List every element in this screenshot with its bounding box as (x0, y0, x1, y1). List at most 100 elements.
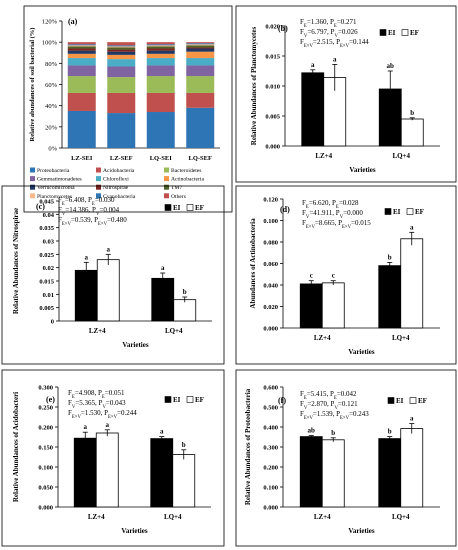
panel-e-label: (e) (46, 395, 55, 404)
panel-d-ylabel: Abundances of Actinobacteria (249, 218, 257, 309)
panel-a-stack-segment (67, 44, 96, 46)
panel-a-legend-swatch (30, 184, 35, 190)
panel-a-ytick-label: 0% (48, 146, 57, 153)
panel-a-ytick-label: 120% (42, 19, 58, 26)
panel-c-sig-label: a (107, 245, 111, 253)
panel-a-stack-segment (186, 58, 215, 66)
panel-a-stack-segment (146, 46, 175, 49)
panel-d-bar (321, 282, 345, 329)
panel-a-legend-label: Actinobacteria (171, 177, 204, 183)
panel-c-label: (c) (36, 202, 45, 211)
panel-b-legend-ef-swatch (401, 29, 409, 36)
panel-e-legend-ei-label: EI (173, 396, 181, 404)
panel-b-bar (301, 72, 325, 147)
panel-a-stack-segment (146, 76, 175, 93)
panel-d-ytick-label: 0.040 (263, 283, 278, 290)
panel-d-stat-line: FV=41.911, PV=0.000 (302, 209, 363, 220)
panel-e-bar (150, 438, 174, 508)
panel-a-stack-segment (186, 107, 215, 148)
panel-a-legend-swatch (164, 184, 169, 190)
panel-a-stack-segment (146, 44, 175, 46)
panel-a-stack-segment (186, 65, 215, 77)
panel-f-stat-line: FE=5.415, PE=0.042 (300, 390, 357, 401)
panel-a-xtick-label: LQ-SEF (189, 155, 213, 162)
panel-d-sig-label: a (410, 223, 414, 231)
panel-c-ytick-label: 0.045 (39, 199, 54, 206)
panel-d-legend-ef-swatch (406, 208, 414, 215)
panel-a-ytick-label: 40% (45, 103, 58, 110)
panel-c-ytick-label: 0.03 (43, 239, 55, 246)
panel-a-stack-segment (186, 42, 215, 44)
panel-e: 0.000 0.050 0.100 0.150 0.200 0.250 0.300 Relat… (1, 369, 225, 547)
panel-a-legend-label: Proteobacteria (37, 168, 70, 174)
panel-b-ytick-label: 0.015 (265, 54, 280, 61)
panel-b-ylabel: Relative Abundances of Planctomycetes (250, 27, 258, 146)
panel-c-ytick-label: 0.015 (39, 279, 54, 286)
panel-e-sig-label: a (84, 423, 88, 431)
panel-d: 0.000 0.020 0.040 0.060 0.080 0.100 0.120 Abund… (235, 185, 457, 365)
panel-e-frame (1, 369, 225, 547)
panel-c-ytick-label: 0.01 (43, 292, 54, 299)
panel-a-stack-segment (186, 92, 215, 108)
panel-a-legend-label: Cyanobacteria (103, 194, 136, 200)
panel-d-bar (299, 283, 323, 329)
panel-d-ytick-label: 0.020 (263, 304, 278, 311)
panel-a-legend-swatch (96, 193, 101, 199)
panel-a-stack-segment (146, 65, 175, 77)
panel-d-sig-label: c (310, 272, 313, 280)
panel-a-stack-segment (107, 113, 136, 148)
panel-d-legend-ei-label: EI (393, 208, 401, 216)
panel-b: 0.000 0.005 0.010 0.015 0.020 Relative Abunda… (235, 5, 457, 183)
panel-b-xtick-label: LQ+4 (392, 152, 410, 160)
panel-d-xtick-label: LZ+4 (314, 334, 331, 342)
panel-a-stack-segment (186, 44, 215, 46)
panel-a-frame (23, 5, 233, 213)
panel-e-sig-label: a (106, 421, 110, 429)
panel-b-bar (378, 88, 402, 147)
panel-f-xlabel: Varieties (348, 527, 374, 535)
panel-f-ylabel: Relative Abundances of Proteobacteria (244, 388, 252, 505)
panel-e-stat-line: FE×V=1.530, PE×V=0.244 (68, 409, 137, 420)
panel-d-legend-ei-swatch (384, 208, 392, 215)
panel-f-bar (400, 428, 424, 508)
panel-f-bar (321, 439, 345, 508)
panel-e-stat-line: FV=5.365, PV=0.043 (68, 399, 126, 410)
panel-e-legend-ef-swatch (186, 396, 194, 403)
panel-c-ylabel: Relative Abundances of Nitrospirae (12, 208, 20, 314)
panel-f-sig-label: ab (308, 427, 316, 435)
panel-e-ytick-label: 0.150 (38, 445, 53, 452)
panel-a-legend-label: Planctomycetes (37, 194, 72, 200)
panel-a-stack-segment (107, 59, 136, 67)
panel-e-xlabel: Varieties (121, 527, 147, 535)
panel-b-sig-label: a (333, 55, 337, 63)
panel-f-label: (f) (278, 396, 286, 405)
panel-a-stack-segment (186, 43, 215, 45)
panel-c: 0 0.005 0.01 0.015 0.02 0.025 0.03 0.035 0.04 0.0… (1, 185, 225, 365)
panel-a-stack-segment (67, 45, 96, 47)
panel-d-stat-line: FE×V=8.665, PE×V=0.015 (302, 219, 371, 230)
panel-a-stack-segment (186, 76, 215, 93)
panel-c-stat-line: FE×V=0.539, PE×V=0.480 (58, 216, 127, 227)
panel-c-legend-ei-swatch (164, 204, 172, 211)
panel-f-sig-label: a (410, 415, 414, 423)
panel-e-xtick-label: LZ+4 (88, 513, 105, 521)
panel-f-bar (299, 436, 323, 508)
panel-a-stack-segment (67, 65, 96, 77)
panel-e-bar (73, 437, 97, 508)
panel-a-label: (a) (68, 17, 78, 26)
panel-a-ytick-label: 60% (45, 82, 58, 89)
panel-b-stat-line: FE=1.360, PE=0.271 (300, 18, 357, 29)
panel-c-sig-label: a (161, 264, 165, 272)
panel-b-xtick-label: LZ+4 (315, 152, 332, 160)
panel-b-stat-line: FE×V=2.515, PE×V=0.144 (300, 38, 369, 49)
panel-a-stack-segment (107, 47, 136, 50)
panel-e-legend-ei-swatch (164, 396, 172, 403)
panel-c-ytick-label: 0.025 (39, 252, 54, 259)
panel-c-stat-line: FE=6.408, PE=0.030 (58, 196, 115, 207)
panel-a-stack-segment (146, 112, 175, 148)
panel-b-legend-ei-swatch (379, 29, 387, 36)
panel-a-stack-segment (107, 77, 136, 93)
panel-a-stack-segment (67, 58, 96, 66)
panel-b-legend-ei-label: EI (388, 29, 396, 37)
panel-e-sig-label: b (182, 441, 186, 449)
